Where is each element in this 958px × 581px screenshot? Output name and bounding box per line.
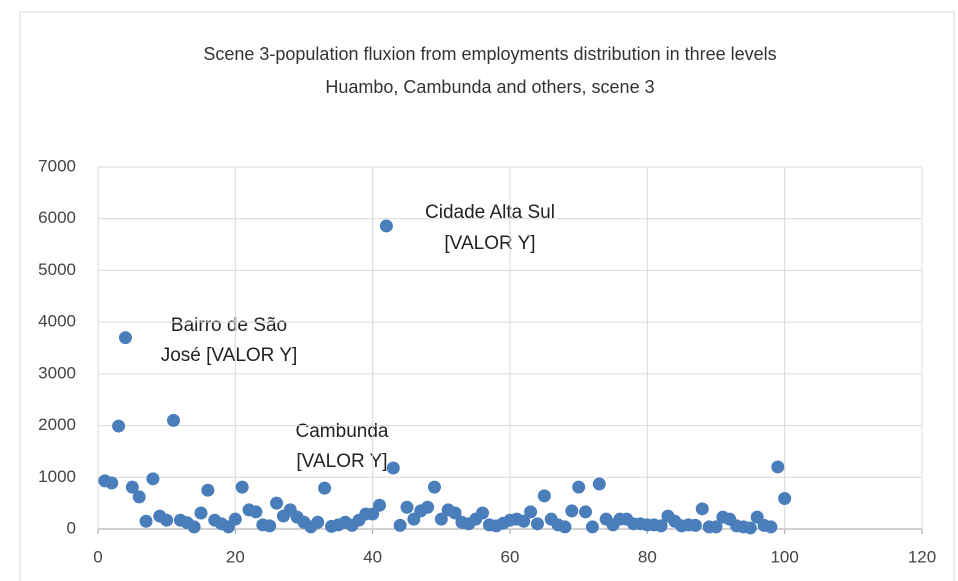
point xyxy=(167,413,181,427)
annotation: Bairro de São xyxy=(171,315,287,336)
point xyxy=(311,515,325,529)
point xyxy=(132,490,146,504)
chart-subtitle: Huambo, Cambunda and others, scene 3 xyxy=(325,77,654,97)
annotation: Cidade Alta Sul xyxy=(425,202,555,223)
point xyxy=(270,496,284,510)
x-tick-label: 20 xyxy=(226,547,245,566)
x-tick-label: 120 xyxy=(908,547,936,566)
x-tick-label: 40 xyxy=(363,547,382,566)
point xyxy=(688,518,702,532)
annotation: [VALOR Y] xyxy=(444,233,535,254)
x-tick-label: 0 xyxy=(93,547,102,566)
y-tick-label: 3000 xyxy=(38,363,76,382)
point xyxy=(400,500,414,514)
annotation: Cambunda xyxy=(296,421,389,442)
point xyxy=(235,480,249,494)
point xyxy=(105,476,119,490)
x-tick-label: 80 xyxy=(638,547,657,566)
point xyxy=(194,506,208,520)
point xyxy=(537,489,551,503)
point xyxy=(427,480,441,494)
point xyxy=(695,502,709,516)
point xyxy=(579,505,593,519)
point xyxy=(112,419,126,433)
y-tick-label: 4000 xyxy=(38,312,76,331)
point xyxy=(743,521,757,535)
point xyxy=(530,517,544,531)
point xyxy=(524,505,538,519)
point xyxy=(228,512,242,526)
annotation: José [VALOR Y] xyxy=(161,345,298,366)
point xyxy=(585,520,599,534)
y-tick-label: 2000 xyxy=(38,415,76,434)
point xyxy=(187,520,201,534)
point xyxy=(654,519,668,533)
point xyxy=(778,491,792,505)
y-tick-label: 6000 xyxy=(38,208,76,227)
y-tick-label: 0 xyxy=(67,518,76,537)
point xyxy=(709,520,723,534)
point xyxy=(421,500,435,514)
point xyxy=(592,477,606,491)
point xyxy=(771,460,785,474)
point xyxy=(434,512,448,526)
point xyxy=(139,514,153,528)
x-tick-label: 100 xyxy=(770,547,798,566)
point xyxy=(558,520,572,534)
point xyxy=(125,480,139,494)
point xyxy=(249,505,263,519)
point xyxy=(517,514,531,528)
chart-frame xyxy=(19,11,955,581)
point xyxy=(386,461,400,475)
point xyxy=(263,519,277,533)
point xyxy=(393,518,407,532)
chart-title: Scene 3-population fluxion from employme… xyxy=(203,44,776,64)
annotation: [VALOR Y] xyxy=(296,451,387,472)
point xyxy=(572,480,586,494)
point xyxy=(146,472,160,486)
y-tick-label: 1000 xyxy=(38,467,76,486)
y-tick-label: 7000 xyxy=(38,156,76,175)
point xyxy=(118,331,132,345)
point xyxy=(764,520,778,534)
y-tick-label: 5000 xyxy=(38,260,76,279)
point xyxy=(565,504,579,518)
point xyxy=(476,506,490,520)
point xyxy=(201,483,215,497)
point xyxy=(160,513,174,527)
point xyxy=(366,507,380,521)
x-tick-label: 60 xyxy=(501,547,520,566)
point xyxy=(373,498,387,512)
point xyxy=(379,219,393,233)
point xyxy=(318,481,332,495)
point xyxy=(448,506,462,520)
